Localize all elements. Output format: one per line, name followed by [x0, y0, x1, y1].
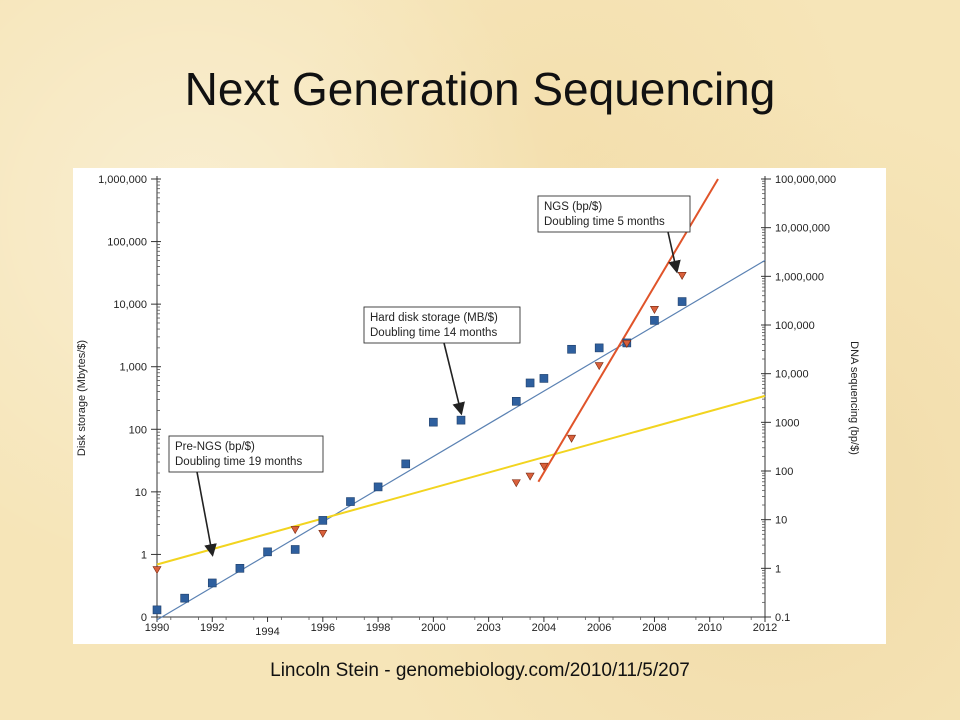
x-tick-label: 2003: [476, 622, 500, 634]
dna-sequencing-point: [649, 306, 659, 314]
disk-storage-point: [677, 297, 687, 306]
dna-sequencing-point: [511, 479, 521, 488]
right-tick-label: 1000: [775, 417, 799, 429]
right-tick-label: 100,000,000: [775, 174, 836, 186]
left-tick-label: 10,000: [113, 299, 147, 311]
dna-sequencing-point: [677, 272, 687, 280]
right-tick-label: 10,000: [775, 369, 809, 381]
disk-storage-point: [346, 497, 355, 506]
disk-storage-point: [456, 415, 466, 425]
x-tick-label: 2010: [697, 622, 721, 634]
disk-storage-point: [180, 593, 189, 603]
annotation-arrow: [667, 231, 681, 274]
annotation-box: [537, 195, 691, 233]
x-tick-label: 1994: [255, 626, 279, 638]
trend-lines-group: [156, 178, 766, 621]
x-tick-label: 1992: [200, 622, 224, 634]
disk-storage-point: [401, 459, 411, 469]
right-tick-label: 0.1: [775, 612, 790, 624]
dna-sequencing-point: [594, 362, 604, 371]
x-tick-label: 2000: [421, 622, 445, 634]
annotation-text: NGS (bp/$): [544, 201, 602, 213]
annotation-text: Pre-NGS (bp/$): [175, 441, 255, 453]
x-tick-label: 1996: [311, 622, 335, 634]
disk-storage-point: [235, 564, 245, 573]
dna-sequencing-point: [539, 462, 549, 471]
right-tick-label: 10: [775, 515, 787, 527]
right-tick-label: 1,000,000: [775, 271, 824, 283]
disk-storage-point: [539, 374, 549, 383]
disk-storage-point: [525, 378, 535, 388]
left-tick-label: 100: [129, 424, 147, 436]
x-tick-label: 2008: [642, 622, 666, 634]
dna-sequencing-point: [525, 472, 535, 481]
annotations-group: NGS (bp/$) Doubling time 5 months Hard dis…: [168, 195, 691, 557]
x-tick-label: 2004: [532, 622, 556, 634]
left-tick-label: 0: [141, 612, 147, 624]
chart-panel: 0 1 10 100 1,000 10,000 100,000 1,000,000 0.1 1 10…: [73, 168, 886, 644]
annotation-text: Doubling time 14 months: [370, 327, 497, 339]
disk-storage-point: [567, 344, 576, 354]
dna-sequencing-point: [318, 530, 328, 538]
right-tick-label: 10,000,000: [775, 223, 830, 235]
annotation-text: Doubling time 5 months: [544, 216, 665, 228]
disk-storage-point: [152, 605, 162, 615]
sequencing-chart: 0 1 10 100 1,000 10,000 100,000 1,000,000 0.1 1 10…: [76, 174, 860, 638]
disk-storage-point: [429, 417, 438, 427]
hard-disk-storage-trend-line: [156, 259, 766, 621]
disk-storage-point: [650, 316, 659, 325]
dna-sequencing-point: [152, 566, 162, 575]
annotation-box: [168, 435, 324, 473]
disk-storage-point: [511, 397, 521, 406]
slide-caption: Lincoln Stein - genomebiology.com/2010/1…: [270, 660, 690, 681]
disk-storage-point: [263, 547, 272, 557]
axes-group: 0 1 10 100 1,000 10,000 100,000 1,000,000 0.1 1 10…: [76, 174, 860, 638]
annotation-text: Doubling time 19 months: [175, 456, 302, 468]
disk-storage-point: [318, 516, 328, 525]
disk-storage-point: [207, 578, 217, 588]
annotation-arrow: [443, 342, 465, 416]
right-axis-label: DNA sequencing (bp/$): [848, 341, 860, 455]
data-points-group: [152, 272, 687, 615]
annotation-arrow: [196, 471, 217, 557]
left-tick-label: 10: [135, 487, 147, 499]
disk-storage-point: [290, 545, 300, 554]
left-tick-label: 1: [141, 549, 147, 561]
dna-sequencing-point: [567, 434, 577, 443]
dna-sequencing-point: [622, 340, 632, 348]
disk-storage-point: [373, 482, 383, 492]
pre-ngs-trend-line: [156, 394, 766, 566]
x-tick-label: 1998: [366, 622, 390, 634]
left-tick-label: 1,000: [119, 362, 147, 374]
right-tick-label: 100: [775, 466, 793, 478]
x-tick-label: 1990: [145, 622, 169, 634]
right-tick-label: 1: [775, 563, 781, 575]
slide-title: Next Generation Sequencing: [184, 63, 776, 115]
annotation-text: Hard disk storage (MB/$): [370, 312, 498, 324]
left-tick-label: 1,000,000: [98, 174, 147, 186]
right-tick-label: 100,000: [775, 320, 815, 332]
left-axis-label: Disk storage (Mbytes/$): [76, 340, 88, 456]
annotation-box: [363, 306, 521, 344]
dna-sequencing-point: [290, 526, 300, 535]
disk-storage-point: [594, 343, 604, 353]
left-tick-label: 100,000: [107, 237, 147, 249]
x-tick-label: 2006: [587, 622, 611, 634]
x-tick-label: 2012: [753, 622, 777, 634]
